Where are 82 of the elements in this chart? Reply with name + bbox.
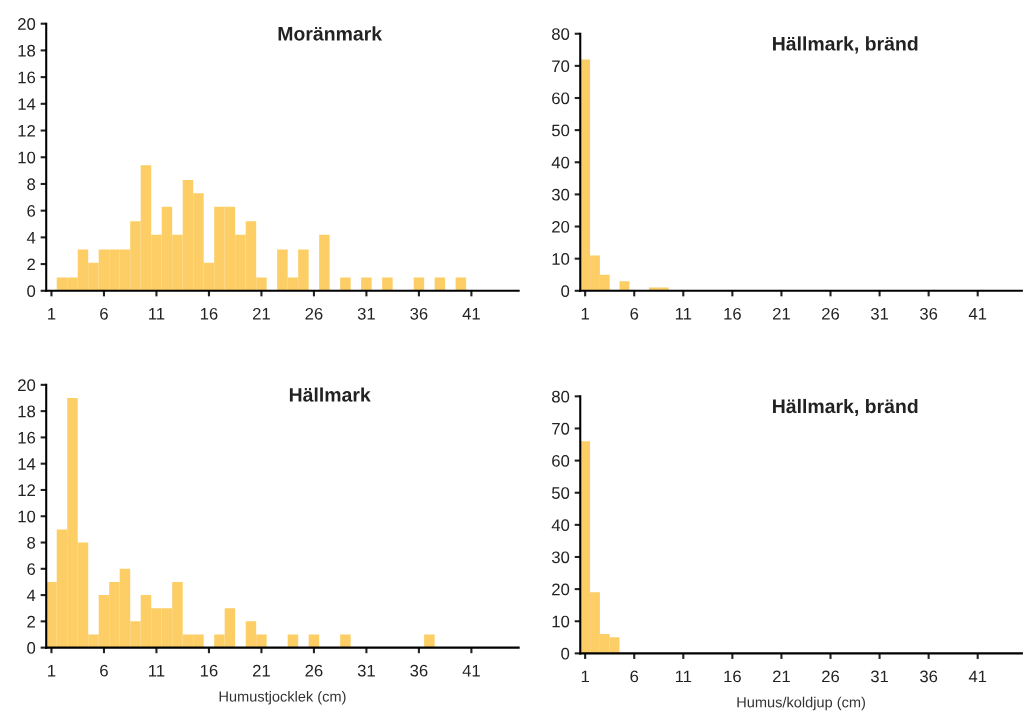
chart-title: Hällmark, bränd xyxy=(773,36,918,54)
y-tick-label: 10 xyxy=(552,615,570,628)
y-tick-label: 30 xyxy=(551,551,570,564)
y-tick-label: 10 xyxy=(18,510,36,523)
y-tick-label: 6 xyxy=(27,563,36,575)
y-tick-label: 4 xyxy=(26,231,36,244)
x-tick-label: 6 xyxy=(100,307,108,320)
y-tick-label: 16 xyxy=(18,431,36,444)
x-tick-label: 16 xyxy=(200,664,218,677)
x-tick-label: 26 xyxy=(305,307,323,320)
y-tick-label: 20 xyxy=(18,18,36,30)
y-tick-label: 50 xyxy=(551,124,570,137)
x-tick-label: 41 xyxy=(968,670,987,683)
y-tick-label: 20 xyxy=(18,379,36,392)
x-tick-label: 1 xyxy=(48,664,56,677)
y-tick-label: 8 xyxy=(27,178,36,191)
x-axis-title: Humus/koldjup (cm) xyxy=(737,696,865,711)
y-tick-label: 6 xyxy=(27,205,36,217)
y-tick-label: 0 xyxy=(27,285,36,297)
x-tick-label: 11 xyxy=(675,308,692,320)
x-tick-label: 11 xyxy=(149,664,165,677)
x-tick-label: 26 xyxy=(305,664,323,677)
y-tick-label: 20 xyxy=(552,583,570,596)
x-tick-label: 36 xyxy=(410,307,428,320)
y-tick-label: 10 xyxy=(552,253,570,265)
x-tick-label: 21 xyxy=(773,670,790,683)
x-tick-label: 21 xyxy=(773,307,790,320)
x-tick-label: 31 xyxy=(357,664,375,677)
y-tick-label: 14 xyxy=(18,458,36,470)
x-tick-label: 1 xyxy=(48,308,56,320)
x-axis-title: Humustjocklek (cm) xyxy=(219,690,346,705)
y-tick-label: 70 xyxy=(552,422,570,435)
x-tick-label: 1 xyxy=(581,670,589,683)
x-tick-label: 21 xyxy=(253,307,270,320)
y-tick-label: 16 xyxy=(18,71,36,84)
x-tick-label: 1 xyxy=(581,308,589,320)
x-tick-label: 41 xyxy=(462,664,480,677)
x-tick-label: 36 xyxy=(920,307,938,320)
y-tick-label: 60 xyxy=(552,455,570,467)
y-tick-label: 2 xyxy=(27,615,35,628)
x-tick-label: 36 xyxy=(410,664,428,677)
y-tick-label: 40 xyxy=(551,156,570,169)
y-tick-label: 18 xyxy=(18,44,36,57)
x-tick-label: 16 xyxy=(724,307,741,320)
y-tick-label: 0 xyxy=(561,647,570,660)
y-tick-label: 20 xyxy=(552,220,570,233)
x-tick-label: 6 xyxy=(630,307,639,320)
x-tick-label: 6 xyxy=(630,670,639,683)
x-tick-label: 36 xyxy=(920,670,938,683)
x-tick-label: 11 xyxy=(149,308,165,320)
x-tick-label: 31 xyxy=(870,307,889,320)
x-tick-label: 11 xyxy=(675,670,692,683)
y-tick-label: 18 xyxy=(18,405,36,418)
y-tick-label: 0 xyxy=(27,642,36,654)
y-tick-label: 80 xyxy=(552,390,570,403)
x-tick-label: 41 xyxy=(968,308,987,320)
y-tick-label: 40 xyxy=(551,519,570,532)
y-tick-label: 80 xyxy=(552,28,570,40)
y-tick-label: 14 xyxy=(18,98,36,110)
x-tick-label: 31 xyxy=(870,670,889,683)
chart-title: Moränmark xyxy=(278,26,383,41)
x-tick-label: 16 xyxy=(724,670,741,683)
y-tick-label: 4 xyxy=(26,589,36,602)
x-tick-label: 31 xyxy=(357,307,375,320)
y-tick-label: 60 xyxy=(552,92,570,105)
y-tick-label: 50 xyxy=(551,487,570,499)
x-tick-label: 16 xyxy=(200,307,218,320)
y-tick-label: 30 xyxy=(551,188,570,201)
y-tick-label: 2 xyxy=(27,258,35,271)
x-tick-label: 21 xyxy=(253,664,270,677)
y-tick-label: 8 xyxy=(27,536,36,549)
x-tick-label: 26 xyxy=(822,670,840,683)
y-tick-label: 12 xyxy=(18,484,35,496)
x-tick-label: 6 xyxy=(100,664,108,677)
y-tick-label: 12 xyxy=(18,124,35,137)
chart-title: Hällmark xyxy=(289,387,371,402)
y-tick-label: 10 xyxy=(18,151,36,164)
x-tick-label: 26 xyxy=(822,307,840,320)
x-tick-label: 41 xyxy=(462,308,480,320)
chart-title: Hällmark, bränd xyxy=(773,398,918,417)
y-tick-label: 0 xyxy=(561,285,570,297)
y-tick-label: 70 xyxy=(552,60,570,73)
